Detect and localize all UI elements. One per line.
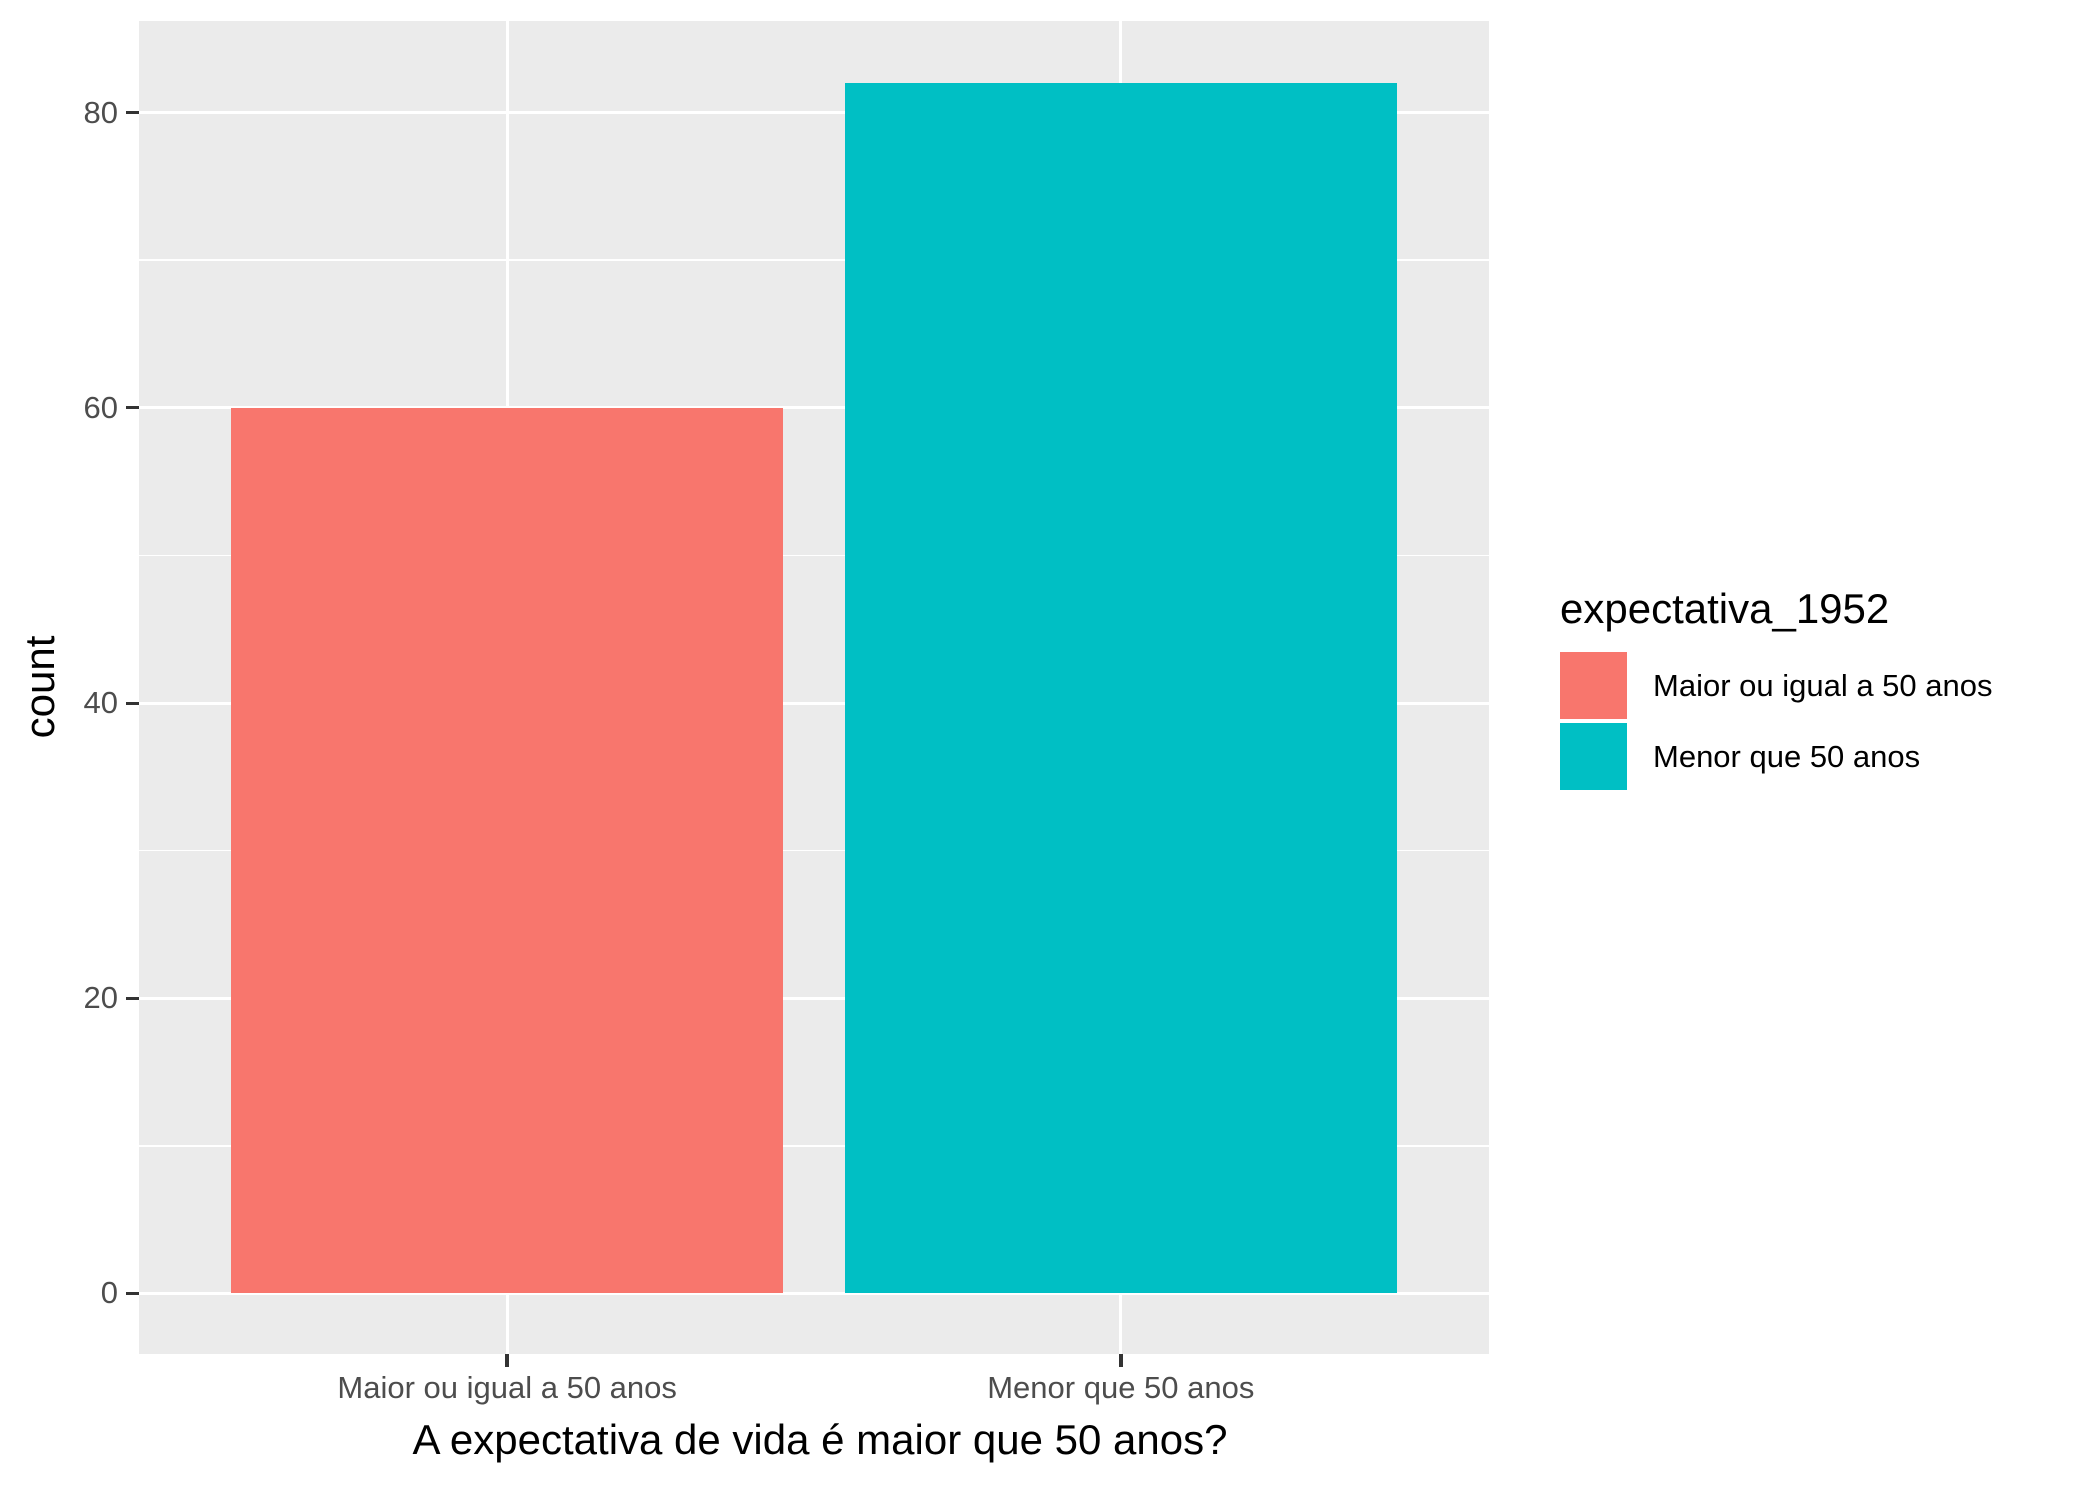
y-tick-mark-60 — [126, 406, 139, 410]
legend-entry: Menor que 50 anos — [1560, 723, 1993, 790]
y-tick-mark-0 — [126, 1291, 139, 1295]
plot-panel — [139, 21, 1489, 1354]
gridline-minor-10 — [139, 1145, 1489, 1147]
y-axis-title: count — [16, 635, 63, 739]
gridline-major-60 — [139, 406, 1489, 410]
gridline-minor-30 — [139, 849, 1489, 852]
gridline-major-0 — [139, 1291, 1489, 1295]
x-tick-mark-1 — [505, 1354, 510, 1367]
bar-1 — [231, 407, 784, 1294]
gridline-major-20 — [139, 996, 1489, 1000]
legend-label: Menor que 50 anos — [1653, 738, 1921, 774]
gridline-minor-50 — [139, 554, 1489, 557]
legend-swatch-maior-ou-igual — [1560, 652, 1627, 719]
bar-2 — [844, 83, 1397, 1294]
legend-title: expectativa_1952 — [1560, 585, 1890, 632]
y-tick-label-40: 40 — [83, 685, 118, 720]
gridline-minor-70 — [139, 259, 1489, 261]
y-tick-label-0: 0 — [100, 1275, 118, 1311]
x-axis-title: A expectativa de vida é maior que 50 ano… — [412, 1416, 1228, 1463]
legend-label: Maior ou igual a 50 anos — [1653, 667, 1993, 703]
legend-swatch-menor-que-50 — [1560, 723, 1627, 790]
x-tick-label-1: Maior ou igual a 50 anos — [337, 1370, 677, 1405]
y-tick-label-60: 60 — [83, 389, 118, 425]
y-tick-mark-20 — [126, 996, 139, 1000]
y-tick-mark-40 — [126, 701, 139, 705]
y-tick-label-80: 80 — [83, 94, 118, 130]
x-tick-label-2: Menor que 50 anos — [987, 1370, 1255, 1405]
gridline-major-40 — [139, 701, 1489, 705]
legend: expectativa_1952 Maior ou igual a 50 ano… — [1560, 588, 1993, 794]
y-tick-mark-80 — [126, 111, 139, 115]
legend-entry: Maior ou igual a 50 anos — [1560, 652, 1993, 719]
y-tick-label-20: 20 — [83, 980, 118, 1016]
gridline-major-80 — [139, 111, 1489, 115]
x-tick-mark-2 — [1118, 1354, 1123, 1367]
